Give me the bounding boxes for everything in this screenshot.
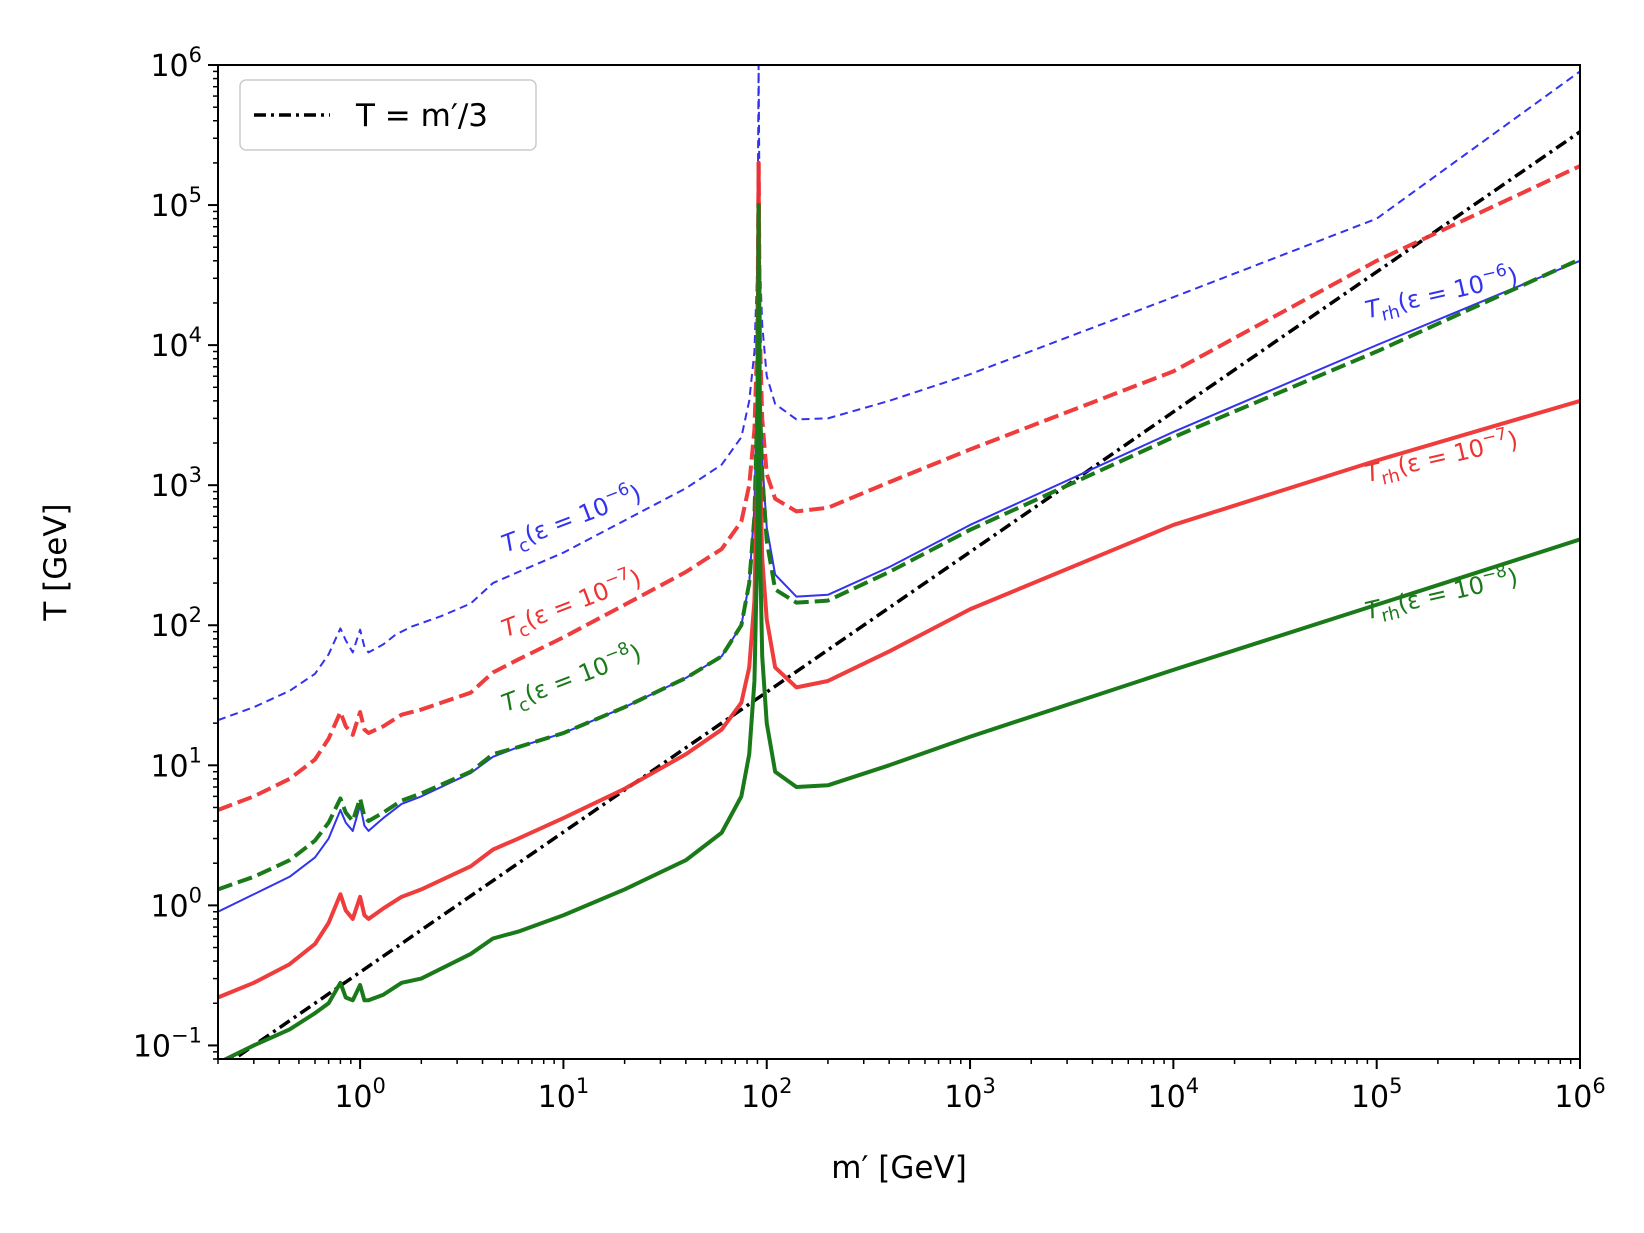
x-tick-label-exp: 5 <box>1389 1074 1402 1098</box>
y-tick-label: 10−1 <box>133 1023 202 1064</box>
series-tc6-line <box>218 65 1580 722</box>
series-tc7-line <box>218 160 1580 812</box>
y-tick-label-exp: 1 <box>189 743 202 767</box>
y-tick-label-exp: 6 <box>189 43 202 67</box>
y-tick-label: 100 <box>150 883 202 924</box>
legend-label-ref: T = m′/3 <box>355 98 488 134</box>
y-tick-label-base: 10 <box>150 749 188 784</box>
x-tick-label: 104 <box>1148 1074 1200 1115</box>
plot-frame <box>217 64 1581 1060</box>
series-trh6-label-sub: rh <box>1379 301 1402 326</box>
series-trh8-line <box>221 203 1580 1059</box>
x-tick-label: 101 <box>538 1074 590 1115</box>
y-tick-label-base: 10 <box>133 1029 171 1064</box>
y-tick-label: 106 <box>150 43 202 84</box>
x-tick-label-base: 10 <box>944 1080 982 1115</box>
y-tick-label: 102 <box>150 603 202 644</box>
x-tick-label-base: 10 <box>1148 1080 1186 1115</box>
axis-ticks <box>208 64 1581 1069</box>
legend: T = m′/3 <box>239 79 537 151</box>
x-tick-label: 102 <box>741 1074 793 1115</box>
y-tick-label: 103 <box>150 463 202 504</box>
y-tick-label-base: 10 <box>150 329 188 364</box>
y-tick-label-exp: 3 <box>189 463 202 487</box>
x-tick-label-exp: 1 <box>576 1074 589 1098</box>
x-tick-label-base: 10 <box>1554 1080 1592 1115</box>
y-tick-label-exp: 5 <box>189 183 202 207</box>
x-tick-label-base: 10 <box>741 1080 779 1115</box>
x-tick-label: 100 <box>334 1074 386 1115</box>
y-tick-label-exp: 2 <box>189 603 202 627</box>
y-tick-label-base: 10 <box>150 609 188 644</box>
x-tick-label-exp: 3 <box>982 1074 995 1098</box>
x-tick-label-base: 10 <box>538 1080 576 1115</box>
x-tick-label-exp: 6 <box>1592 1074 1605 1098</box>
y-tick-label-exp: 0 <box>189 883 202 907</box>
series-trh7-line <box>218 160 1580 1000</box>
y-tick-label-base: 10 <box>150 49 188 84</box>
x-tick-label: 106 <box>1554 1074 1606 1115</box>
x-tick-label: 105 <box>1351 1074 1403 1115</box>
y-tick-label: 105 <box>150 183 202 224</box>
y-tick-label-base: 10 <box>150 889 188 924</box>
y-axis-label: T [GeV] <box>38 503 74 621</box>
series-ref-line <box>230 130 1580 1059</box>
y-tick-label: 101 <box>150 743 202 784</box>
x-tick-label-exp: 0 <box>373 1074 386 1098</box>
tick-labels: 100 101 102 103 104 105 10610−1100101102103104… <box>133 43 1606 1115</box>
y-tick-label-base: 10 <box>150 469 188 504</box>
series-trh7-label-sub: rh <box>1379 465 1402 490</box>
x-tick-label-exp: 2 <box>779 1074 792 1098</box>
x-tick-label: 103 <box>944 1074 996 1115</box>
x-tick-label-base: 10 <box>334 1080 372 1115</box>
series-tc8-line <box>218 203 1580 892</box>
x-axis-label: m′ [GeV] <box>831 1150 967 1186</box>
y-tick-label-base: 10 <box>150 189 188 224</box>
legend-box <box>239 79 537 151</box>
x-tick-label-base: 10 <box>1351 1080 1389 1115</box>
series-trh8-label-sub: rh <box>1379 602 1402 627</box>
y-tick-label: 104 <box>150 323 202 364</box>
y-tick-label-exp: −1 <box>171 1023 202 1047</box>
y-tick-label-exp: 4 <box>189 323 202 347</box>
x-tick-label-exp: 4 <box>1186 1074 1199 1098</box>
plot-area <box>218 65 1580 1059</box>
